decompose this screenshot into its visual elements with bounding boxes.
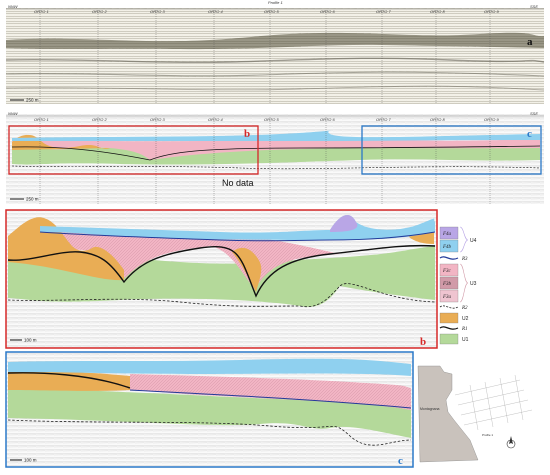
- panel-b-r3: [39, 231, 436, 242]
- legend-swatch-f4b: [439, 239, 459, 253]
- legend-label-f4b: F4b: [442, 245, 452, 250]
- panel-a-ortho-label: ORTO 4: [208, 9, 224, 14]
- map-grid: [454, 374, 533, 431]
- panel-a-header: Profile 1: [268, 0, 283, 5]
- panel-c-letter: c: [398, 455, 403, 467]
- panel-c-scale-label: 100 m: [24, 458, 37, 463]
- panel-a: ORTO 1 ORTO 2 ORTO 3 ORTO 4 ORTO 5 ORTO 6 ORTO…: [5, 0, 545, 104]
- north-arrow-icon: [506, 436, 516, 449]
- legend-unit-u3: U3: [470, 281, 477, 287]
- legend-label-r1: R1: [461, 327, 468, 332]
- panel-b-u4-purple: [330, 215, 358, 232]
- legend-swatch-r2: [439, 305, 459, 309]
- legend-swatch-f4a: [439, 226, 459, 240]
- overview-u4: [12, 130, 540, 141]
- panel-a-left-end: NNW: [8, 4, 19, 9]
- overview-ortho-label: ORTO 1: [34, 117, 49, 122]
- overview-ortho-label: ORTO 8: [430, 117, 446, 122]
- panel-a-seafloor-reflector: [6, 32, 544, 50]
- legend-label-r2: R2: [461, 306, 468, 311]
- overview-scale-label: 250 m: [26, 197, 39, 202]
- overview-ortho-label: ORTO 5: [264, 117, 280, 122]
- legend-swatch-f3a: [439, 289, 459, 303]
- overview-u3: [12, 139, 540, 160]
- panel-c-u4: [8, 358, 411, 376]
- panel-b-u4-blue: [40, 215, 435, 240]
- overview-box-c: [361, 125, 542, 175]
- panel-a-ortho-label: ORTO 3: [150, 9, 166, 14]
- panel-a-ortho-markers: ORTO 1 ORTO 2 ORTO 3 ORTO 4 ORTO 5 ORTO 6 ORTO…: [34, 9, 500, 104]
- overview-box-c-letter: c: [527, 128, 532, 140]
- panel-b-u2-left: [8, 217, 124, 281]
- panel-a-ortho-label: ORTO 5: [264, 9, 280, 14]
- overview-r3: [11, 145, 541, 161]
- panel-b-frame: [5, 209, 438, 349]
- overview-ortho-label: ORTO 4: [208, 117, 224, 122]
- legend-label-f4a: F4a: [442, 232, 452, 237]
- overview-ortho-label: ORTO 6: [320, 117, 336, 122]
- panel-a-ortho-label: ORTO 2: [92, 9, 108, 14]
- panel-a-reflector-3: [5, 85, 545, 91]
- overview-ortho-label: ORTO 2: [92, 117, 108, 122]
- panel-a-ortho-label: ORTO 1: [34, 9, 49, 14]
- panel-a-seismic-texture: [6, 8, 544, 104]
- overview-ortho-markers: ORTO 1 ORTO 2 ORTO 3 ORTO 4 ORTO 5 ORTO 6 ORTO…: [34, 117, 500, 204]
- legend-label-u1: U1: [462, 337, 469, 343]
- panel-c: c 100 m: [5, 351, 414, 468]
- panel-a-reflector-2: [5, 71, 545, 77]
- legend-swatch-f3b: [439, 276, 459, 290]
- legend-unit-u4: U4: [470, 238, 477, 244]
- overview-right-end: SSE: [530, 111, 538, 116]
- panel-b-letter: b: [420, 336, 426, 348]
- overview-box-b: [8, 125, 259, 175]
- panel-b-r1: [7, 244, 436, 298]
- panel-b: b 100 m: [5, 209, 438, 349]
- overview-left-end: NNW: [8, 111, 19, 116]
- panel-overview: ORTO 1 ORTO 2 ORTO 3 ORTO 4 ORTO 5 ORTO 6 ORTO…: [6, 111, 544, 204]
- overview-no-data: No data: [222, 178, 254, 188]
- overview-ortho-label: ORTO 3: [150, 117, 166, 122]
- legend-swatch-u1: [439, 333, 459, 345]
- legend: F4a F4b R3 F3c F3b F3a R2 U2 R1 U1 U4 U3: [439, 226, 477, 345]
- panel-c-frame: [5, 351, 414, 468]
- panel-c-r3: [129, 389, 412, 409]
- panel-a-right-end: SSE: [530, 4, 538, 9]
- panel-a-ortho-label: ORTO 7: [376, 9, 392, 14]
- legend-label-f3c: F3c: [442, 269, 452, 274]
- panel-a-scale-label: 250 m: [26, 98, 39, 103]
- panel-a-ortho-label: ORTO 8: [430, 9, 446, 14]
- panel-c-r2: [7, 419, 412, 446]
- panel-b-r2: [7, 283, 436, 308]
- legend-label-u2: U2: [462, 316, 469, 322]
- panel-a-reflector-1: [5, 57, 545, 64]
- panel-a-letter: a: [527, 36, 533, 48]
- legend-label-f3a: F3a: [442, 295, 452, 300]
- panel-c-u2: [8, 371, 130, 391]
- legend-swatch-f3c: [439, 263, 459, 277]
- legend-swatch-u2: [439, 312, 459, 324]
- panel-c-u3-hatch: [130, 374, 411, 410]
- map-label-montagnana: Montagnana: [420, 407, 440, 411]
- legend-bracket-u3: [459, 263, 469, 303]
- map-land: [417, 365, 479, 463]
- panel-a-ortho-label: ORTO 9: [484, 9, 500, 14]
- panel-a-ortho-label: ORTO 6: [320, 9, 336, 14]
- overview-ortho-label: ORTO 9: [484, 117, 500, 122]
- map-inset: Montagnana Profile 1: [417, 365, 533, 463]
- legend-swatch-r3: [439, 256, 459, 260]
- overview-r2: [11, 165, 541, 170]
- overview-box-b-letter: b: [244, 128, 250, 140]
- legend-bracket-u4: [459, 226, 469, 253]
- panel-b-scale-label: 100 m: [24, 338, 37, 343]
- legend-label-r3: R3: [461, 257, 468, 262]
- panel-b-u3-hatch: [40, 230, 340, 290]
- overview-ortho-label: ORTO 7: [376, 117, 392, 122]
- legend-label-f3b: F3b: [442, 282, 452, 287]
- panel-c-r1: [7, 372, 131, 389]
- map-label-profile: Profile 1: [482, 433, 493, 437]
- legend-swatch-r1: [439, 326, 459, 330]
